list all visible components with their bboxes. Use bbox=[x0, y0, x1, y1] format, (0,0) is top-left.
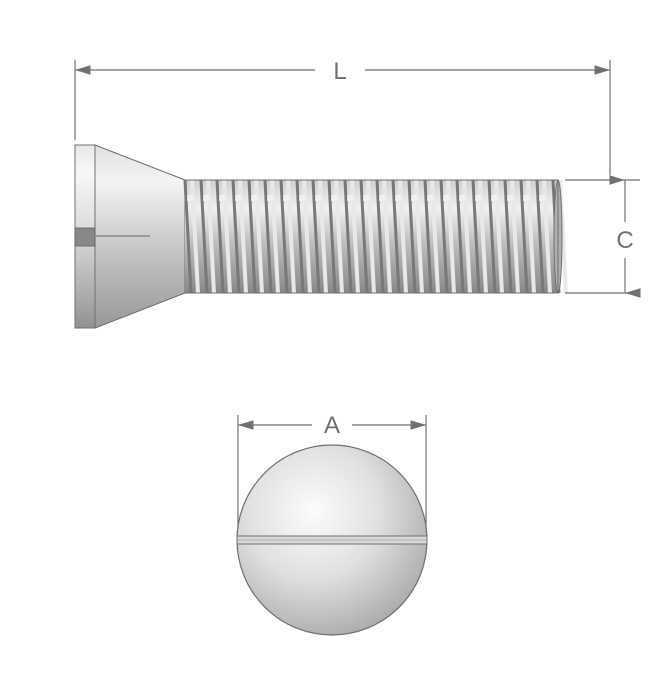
label-C: C bbox=[616, 227, 633, 254]
drawing-svg: L bbox=[0, 0, 670, 670]
dimension-L: L bbox=[75, 58, 610, 175]
label-A: A bbox=[324, 412, 340, 439]
screw-side-view bbox=[75, 145, 566, 328]
label-L: L bbox=[333, 58, 346, 85]
screw-end-view bbox=[237, 445, 427, 635]
dimension-C: C bbox=[565, 180, 640, 293]
screw-technical-drawing: L bbox=[0, 0, 670, 670]
